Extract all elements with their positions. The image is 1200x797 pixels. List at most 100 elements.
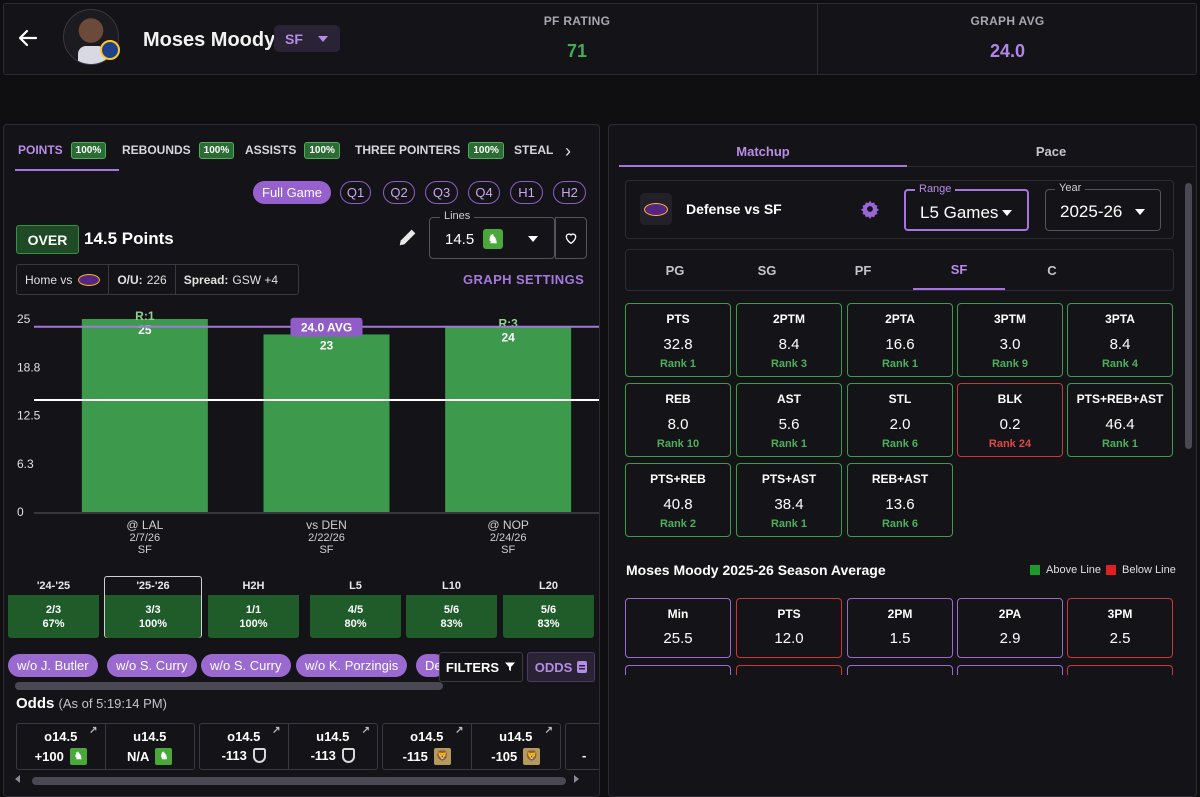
scroll-left-icon[interactable] bbox=[15, 775, 20, 783]
panel-scrollbar[interactable] bbox=[1185, 183, 1192, 449]
lakers-logo-icon bbox=[78, 273, 101, 286]
stat-rank: Rank 9 bbox=[991, 358, 1029, 370]
player-name: Moses Moody bbox=[143, 29, 276, 51]
season-stat-card-next-row bbox=[847, 665, 953, 675]
odds-title: Odds (As of 5:19:14 PM) bbox=[16, 695, 167, 712]
tab-pf[interactable]: PF bbox=[854, 262, 872, 278]
odds-over[interactable]: o14.5 ↗ -113 bbox=[200, 724, 289, 769]
season-stat-card-next-row bbox=[625, 665, 731, 675]
stat-label: REB bbox=[665, 392, 691, 406]
tab-rebounds[interactable]: REBOUNDS 100% bbox=[122, 139, 235, 161]
stat-value: 16.6 bbox=[885, 336, 915, 353]
hit-rate-24-25[interactable]: '24-'25 2/3 67% bbox=[8, 577, 99, 638]
tab-steal[interactable]: STEAL bbox=[514, 139, 553, 161]
period-q2[interactable]: Q2 bbox=[383, 181, 415, 204]
filter-chip-curry-2[interactable]: w/o S. Curry bbox=[201, 654, 291, 677]
range-select[interactable]: Range L5 Games bbox=[904, 183, 1029, 231]
odds-button[interactable]: ODDS bbox=[527, 652, 595, 682]
tab-pace[interactable]: Pace bbox=[907, 137, 1195, 167]
hit-rate-h2h[interactable]: H2H 1/1 100% bbox=[208, 577, 299, 638]
tab-label: POINTS bbox=[18, 143, 63, 157]
tab-three-pointers[interactable]: THREE POINTERS 100% bbox=[355, 139, 504, 161]
odds-under[interactable]: u14.5 N/A ♞ bbox=[106, 724, 195, 769]
period-h2[interactable]: H2 bbox=[553, 181, 586, 204]
tab-sg[interactable]: SG bbox=[757, 262, 777, 278]
stat-value: 46.4 bbox=[1105, 416, 1135, 433]
over-price: +100 bbox=[34, 749, 64, 764]
chips-scrollbar[interactable] bbox=[15, 682, 443, 690]
hit-rate-l5[interactable]: L5 4/5 80% bbox=[310, 577, 401, 638]
hit-rate-25-26[interactable]: '25-'26 3/3 100% bbox=[104, 576, 202, 638]
period-q3[interactable]: Q3 bbox=[425, 181, 458, 204]
period-q4[interactable]: Q4 bbox=[468, 181, 500, 204]
odds-card-fanduel[interactable]: o14.5 ↗ -113 u14.5 ↗ -113 bbox=[199, 723, 378, 770]
stat-rank: Rank 4 bbox=[1101, 358, 1139, 370]
odds-card-partial[interactable]: - bbox=[565, 723, 599, 770]
chevron-right-icon[interactable]: › bbox=[565, 141, 571, 161]
over-under-info: O/U: 226 bbox=[109, 265, 176, 294]
position-select[interactable]: SF bbox=[274, 25, 340, 52]
year-select[interactable]: Year 2025-26 bbox=[1045, 182, 1161, 231]
filter-chip-curry[interactable]: w/o S. Curry bbox=[107, 654, 197, 677]
tab-sf[interactable]: SF bbox=[913, 250, 1005, 290]
favorite-button[interactable] bbox=[555, 217, 587, 259]
tab-assists[interactable]: ASSISTS 100% bbox=[245, 139, 340, 161]
hit-rate-pct: 80% bbox=[344, 618, 367, 630]
stat-value: 2.0 bbox=[889, 416, 911, 433]
over-line: o14.5 bbox=[410, 729, 444, 744]
odds-under[interactable]: u14.5 ↗ -105 🦁 bbox=[472, 724, 561, 769]
tab-label: THREE POINTERS bbox=[355, 143, 461, 157]
filter-chip-porzingis[interactable]: w/o K. Porzingis bbox=[296, 654, 408, 677]
external-link-icon: ↗ bbox=[89, 725, 98, 736]
back-arrow-icon[interactable] bbox=[16, 26, 40, 50]
tab-hit-badge: 100% bbox=[304, 141, 340, 159]
filter-chip-partial[interactable]: De bbox=[416, 654, 446, 677]
pencil-icon[interactable] bbox=[397, 226, 419, 248]
stat-value: 32.8 bbox=[663, 336, 693, 353]
odds-over[interactable]: o14.5 ↗ +100 ♞ bbox=[17, 724, 106, 769]
stat-value: 8.4 bbox=[1109, 336, 1131, 353]
odds-scrollbar[interactable] bbox=[32, 777, 566, 785]
filter-chip-butler[interactable]: w/o J. Butler bbox=[8, 654, 98, 677]
y-tick-label: 6.3 bbox=[17, 457, 34, 471]
matchup-stat-card: REB+AST 13.6 Rank 6 bbox=[847, 463, 953, 537]
chevron-down-icon bbox=[528, 236, 538, 242]
stat-label: Min bbox=[667, 607, 689, 621]
spread-value: GSW +4 bbox=[232, 272, 279, 287]
draftkings-icon: ♞ bbox=[69, 748, 87, 765]
hit-rate-pct: 83% bbox=[537, 618, 560, 630]
stat-value: 2.5 bbox=[1109, 630, 1131, 647]
season-stat-card: Min 25.5 bbox=[625, 598, 731, 658]
season-stat-card: 3PM 2.5 bbox=[1067, 598, 1173, 658]
bar-value-label: 23 bbox=[320, 338, 334, 352]
x-tick-date: 2/24/26 bbox=[490, 532, 527, 544]
lines-select[interactable]: Lines 14.5 ♞ bbox=[429, 210, 555, 259]
odds-card-betmgm[interactable]: o14.5 ↗ -115 🦁 u14.5 ↗ -105 🦁 bbox=[382, 723, 561, 770]
period-full-game[interactable]: Full Game bbox=[253, 181, 331, 204]
hit-rate-label: '24-'25 bbox=[36, 580, 71, 592]
season-stat-card-next-row bbox=[957, 665, 1063, 675]
tab-c[interactable]: C bbox=[1047, 262, 1057, 278]
stat-value: 12.0 bbox=[774, 630, 804, 647]
hit-rate-l20[interactable]: L20 5/6 83% bbox=[503, 577, 594, 638]
odds-over[interactable]: o14.5 ↗ -115 🦁 bbox=[383, 724, 472, 769]
legend-above-line: Above Line bbox=[1030, 564, 1101, 576]
spread-info: Spread: GSW +4 bbox=[176, 265, 286, 294]
tab-pg[interactable]: PG bbox=[665, 262, 685, 278]
year-label: Year bbox=[1055, 182, 1086, 194]
odds-under[interactable]: u14.5 ↗ -113 bbox=[289, 724, 378, 769]
scroll-right-icon[interactable] bbox=[574, 775, 579, 783]
x-tick-position: SF bbox=[501, 544, 515, 556]
period-q1[interactable]: Q1 bbox=[340, 181, 371, 204]
chevron-down-icon bbox=[1135, 209, 1145, 215]
hit-rate-l10[interactable]: L10 5/6 83% bbox=[406, 577, 497, 638]
tab-matchup[interactable]: Matchup bbox=[619, 137, 907, 167]
graph-settings-button[interactable]: GRAPH SETTINGS bbox=[463, 272, 585, 287]
filters-button[interactable]: FILTERS bbox=[439, 652, 523, 682]
odds-card-draftkings[interactable]: o14.5 ↗ +100 ♞ u14.5 N/A ♞ bbox=[16, 723, 195, 770]
under-price: -105 bbox=[491, 749, 518, 764]
gear-icon[interactable] bbox=[860, 199, 880, 219]
tab-points[interactable]: POINTS 100% bbox=[18, 139, 107, 161]
over-under-toggle[interactable]: OVER bbox=[16, 225, 79, 254]
period-h1[interactable]: H1 bbox=[510, 181, 543, 204]
